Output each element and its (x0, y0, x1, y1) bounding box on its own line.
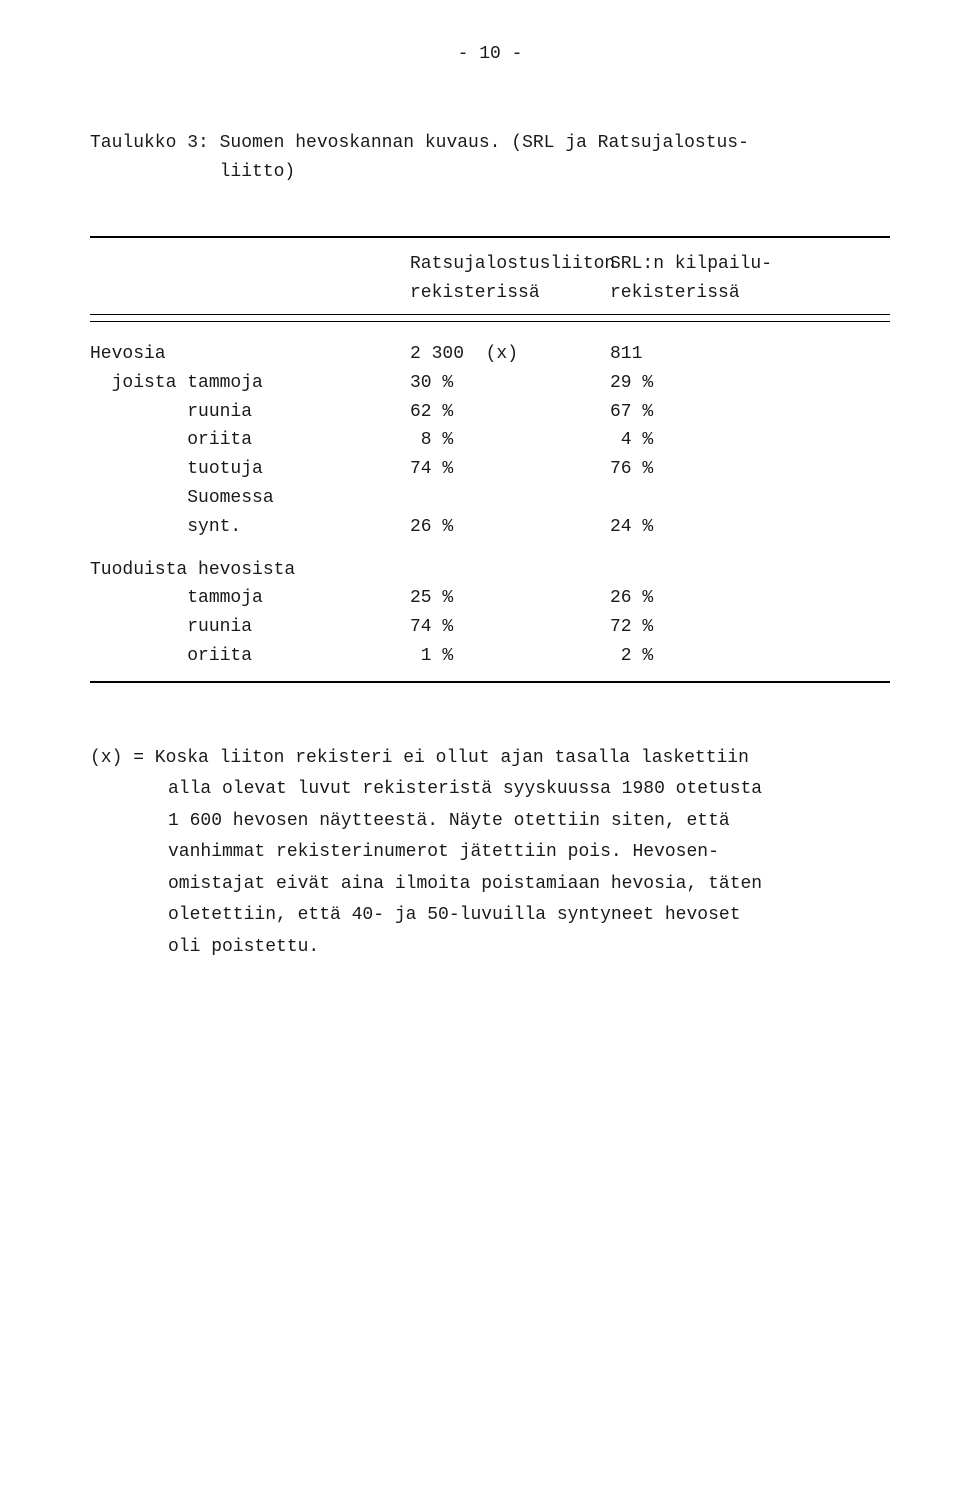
header-empty (90, 250, 410, 279)
row-val-a: 62 % (410, 398, 610, 427)
row-val-b: 26 % (610, 584, 810, 613)
header-col-a-1: Ratsujalostusliiton (410, 250, 610, 279)
row-val-a: 25 % (410, 584, 610, 613)
row-label: synt. (90, 513, 410, 542)
table-row: tammoja 25 % 26 % (90, 584, 890, 613)
table-top-rule (90, 236, 890, 238)
footnote-line: omistajat eivät aina ilmoita poistamiaan… (90, 869, 890, 901)
row-label: joista tammoja (90, 369, 410, 398)
footnote: (x) = Koska liiton rekisteri ei ollut aj… (90, 743, 890, 964)
title-line-1: Taulukko 3: Suomen hevoskannan kuvaus. (… (90, 129, 890, 158)
row-val-a: 26 % (410, 513, 610, 542)
header-col-b-1: SRL:n kilpailu- (610, 250, 810, 279)
row-val-a: 1 % (410, 642, 610, 671)
row-val-a: 74 % (410, 455, 610, 484)
subheading-label: Tuoduista hevosista (90, 556, 410, 585)
row-val-b: 76 % (610, 455, 810, 484)
table-row: synt. 26 % 24 % (90, 513, 890, 542)
table-row: tuotuja 74 % 76 % (90, 455, 890, 484)
row-val-a (410, 484, 610, 513)
table-row: Suomessa (90, 484, 890, 513)
footnote-line: oletettiin, että 40- ja 50-luvuilla synt… (90, 900, 890, 932)
table-row: ruunia 74 % 72 % (90, 613, 890, 642)
row-label: tammoja (90, 584, 410, 613)
row-val-b: 72 % (610, 613, 810, 642)
footnote-line: oli poistettu. (90, 932, 890, 964)
row-label: oriita (90, 426, 410, 455)
table-bottom-rule (90, 681, 890, 683)
header-empty-2 (90, 279, 410, 308)
row-val-b: 811 (610, 340, 810, 369)
row-label: Suomessa (90, 484, 410, 513)
row-val-a: 30 % (410, 369, 610, 398)
page-number: - 10 - (90, 40, 890, 69)
table-header: Ratsujalostusliiton SRL:n kilpailu- reki… (90, 250, 890, 308)
row-val-a: 8 % (410, 426, 610, 455)
row-val-b: 29 % (610, 369, 810, 398)
row-val-b: 24 % (610, 513, 810, 542)
table-row: ruunia 62 % 67 % (90, 398, 890, 427)
row-label: ruunia (90, 613, 410, 642)
table-header-rule-1 (90, 314, 890, 315)
row-val-b: 2 % (610, 642, 810, 671)
title-line-2: liitto) (90, 158, 890, 187)
row-label: ruunia (90, 398, 410, 427)
row-val-a: 74 % (410, 613, 610, 642)
document-page: - 10 - Taulukko 3: Suomen hevoskannan ku… (0, 0, 960, 1003)
table-subheading: Tuoduista hevosista (90, 556, 890, 585)
row-val-b: 4 % (610, 426, 810, 455)
footnote-line: (x) = Koska liiton rekisteri ei ollut aj… (90, 743, 890, 775)
footnote-line: 1 600 hevosen näytteestä. Näyte otettiin… (90, 806, 890, 838)
footnote-line: vanhimmat rekisterinumerot jätettiin poi… (90, 837, 890, 869)
row-label: oriita (90, 642, 410, 671)
row-val-b (610, 484, 810, 513)
table-body-2: Tuoduista hevosista tammoja 25 % 26 % ru… (90, 556, 890, 671)
table-row: joista tammoja 30 % 29 % (90, 369, 890, 398)
table-row: Hevosia 2 300 (x) 811 (90, 340, 890, 369)
header-col-b-2: rekisterissä (610, 279, 810, 308)
table-row: oriita 8 % 4 % (90, 426, 890, 455)
table-body-1: Hevosia 2 300 (x) 811 joista tammoja 30 … (90, 340, 890, 542)
table-row: oriita 1 % 2 % (90, 642, 890, 671)
header-col-a-2: rekisterissä (410, 279, 610, 308)
row-val-b: 67 % (610, 398, 810, 427)
row-label: tuotuja (90, 455, 410, 484)
table-header-rule-2 (90, 321, 890, 322)
footnote-line: alla olevat luvut rekisteristä syyskuuss… (90, 774, 890, 806)
row-label: Hevosia (90, 340, 410, 369)
row-val-a: 2 300 (x) (410, 340, 610, 369)
table-title: Taulukko 3: Suomen hevoskannan kuvaus. (… (90, 129, 890, 187)
